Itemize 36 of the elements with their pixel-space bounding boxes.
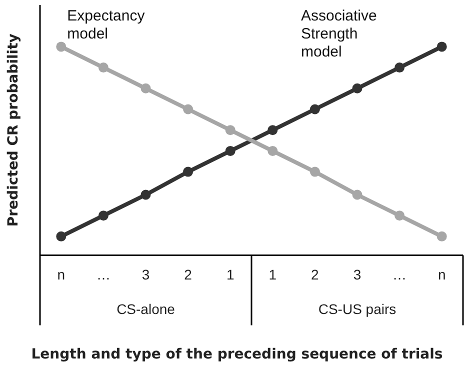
x-tick-label: … xyxy=(96,266,110,282)
x-tick-label: 1 xyxy=(226,266,234,282)
point xyxy=(98,210,108,221)
point xyxy=(268,125,278,136)
y-axis-title: Predicted CR probability xyxy=(6,34,22,227)
x-tick-label: 1 xyxy=(268,266,277,282)
point xyxy=(225,125,236,136)
point xyxy=(98,62,108,73)
point xyxy=(310,104,320,114)
text: CS-US pairs xyxy=(318,301,396,318)
point xyxy=(352,83,362,94)
x-tick-label: … xyxy=(392,266,407,282)
point xyxy=(183,166,194,177)
point xyxy=(394,62,405,73)
point xyxy=(436,42,447,52)
point xyxy=(436,231,447,242)
point xyxy=(140,83,151,94)
x-tick-label: n xyxy=(438,266,446,282)
point xyxy=(56,231,66,242)
point xyxy=(225,146,236,156)
series-label: Associative Strength model xyxy=(300,8,377,61)
point xyxy=(183,104,194,114)
x-tick-label: 3 xyxy=(142,266,150,282)
point xyxy=(310,166,320,177)
text: CS-alone xyxy=(116,301,176,318)
x-tick-label: n xyxy=(57,266,66,282)
point xyxy=(268,146,278,156)
point xyxy=(394,210,405,221)
point xyxy=(56,42,66,52)
x-tick-label: 3 xyxy=(353,266,362,282)
point xyxy=(140,190,151,200)
point xyxy=(352,190,362,200)
series-label: Expectancy model xyxy=(67,8,146,43)
x-axis-title: Length and type of the preceding sequence of trials xyxy=(31,346,443,363)
x-tick-label: 2 xyxy=(311,266,320,282)
x-tick-label: 2 xyxy=(184,266,192,282)
